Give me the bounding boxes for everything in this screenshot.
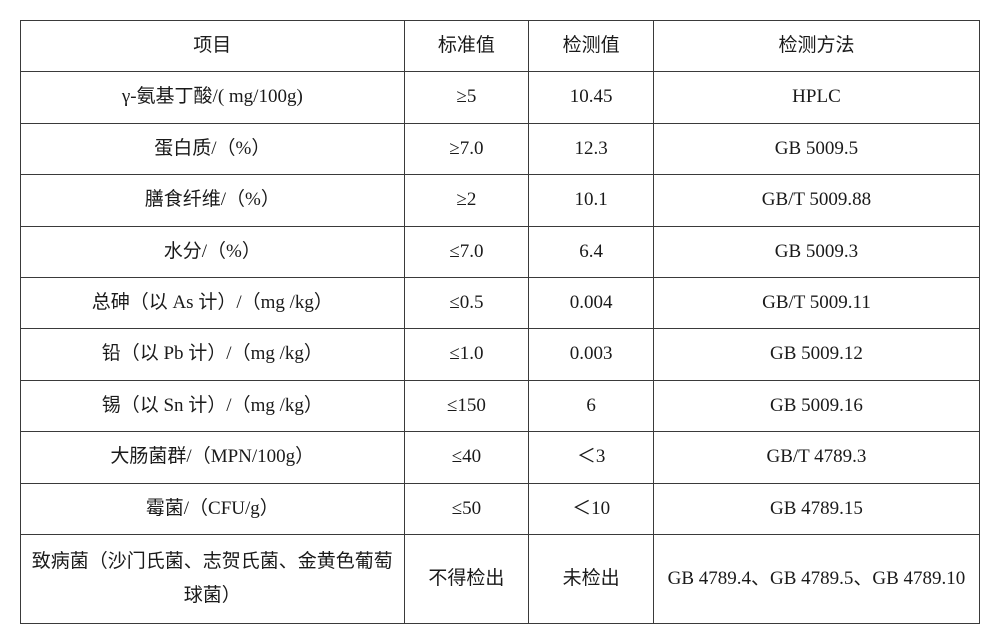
cell-method: GB 5009.12 <box>653 329 979 380</box>
cell-item: 锡（以 Sn 计）/（mg /kg） <box>21 380 405 431</box>
cell-std: ≤0.5 <box>404 277 529 328</box>
table-row: 蛋白质/（%） ≥7.0 12.3 GB 5009.5 <box>21 123 980 174</box>
header-standard: 标准值 <box>404 21 529 72</box>
test-results-table-container: 项目 标准值 检测值 检测方法 γ-氨基丁酸/( mg/100g) ≥5 10.… <box>20 20 980 624</box>
table-row: 膳食纤维/（%） ≥2 10.1 GB/T 5009.88 <box>21 175 980 226</box>
cell-method: GB/T 5009.88 <box>653 175 979 226</box>
cell-item: 水分/（%） <box>21 226 405 277</box>
cell-det: 10.1 <box>529 175 654 226</box>
cell-method: GB 5009.3 <box>653 226 979 277</box>
table-row: 水分/（%） ≤7.0 6.4 GB 5009.3 <box>21 226 980 277</box>
cell-det: 12.3 <box>529 123 654 174</box>
cell-std: ≤7.0 <box>404 226 529 277</box>
table-row: 锡（以 Sn 计）/（mg /kg） ≤150 6 GB 5009.16 <box>21 380 980 431</box>
cell-det: 6.4 <box>529 226 654 277</box>
header-detected: 检测值 <box>529 21 654 72</box>
cell-item: 总砷（以 As 计）/（mg /kg） <box>21 277 405 328</box>
table-row: 致病菌（沙门氏菌、志贺氏菌、金黄色葡萄球菌） 不得检出 未检出 GB 4789.… <box>21 534 980 623</box>
cell-std: ≤40 <box>404 432 529 483</box>
cell-std: ≥5 <box>404 72 529 123</box>
cell-item: 致病菌（沙门氏菌、志贺氏菌、金黄色葡萄球菌） <box>21 534 405 623</box>
table-row: 铅（以 Pb 计）/（mg /kg） ≤1.0 0.003 GB 5009.12 <box>21 329 980 380</box>
cell-det: 6 <box>529 380 654 431</box>
cell-method: GB/T 4789.3 <box>653 432 979 483</box>
cell-method: HPLC <box>653 72 979 123</box>
header-method: 检测方法 <box>653 21 979 72</box>
cell-item: 膳食纤维/（%） <box>21 175 405 226</box>
header-item: 项目 <box>21 21 405 72</box>
cell-method: GB 4789.4、GB 4789.5、GB 4789.10 <box>653 534 979 623</box>
cell-det: 0.003 <box>529 329 654 380</box>
cell-std: ≤50 <box>404 483 529 534</box>
table-row: 霉菌/（CFU/g） ≤50 ＜10 GB 4789.15 <box>21 483 980 534</box>
table-row: γ-氨基丁酸/( mg/100g) ≥5 10.45 HPLC <box>21 72 980 123</box>
table-row: 大肠菌群/（MPN/100g） ≤40 ＜3 GB/T 4789.3 <box>21 432 980 483</box>
cell-item: 霉菌/（CFU/g） <box>21 483 405 534</box>
cell-det: 10.45 <box>529 72 654 123</box>
cell-std: ≤1.0 <box>404 329 529 380</box>
cell-std: ≤150 <box>404 380 529 431</box>
cell-item: 铅（以 Pb 计）/（mg /kg） <box>21 329 405 380</box>
cell-item: 蛋白质/（%） <box>21 123 405 174</box>
cell-det: 0.004 <box>529 277 654 328</box>
cell-std: ≥2 <box>404 175 529 226</box>
cell-method: GB 4789.15 <box>653 483 979 534</box>
cell-method: GB/T 5009.11 <box>653 277 979 328</box>
cell-det: 未检出 <box>529 534 654 623</box>
table-header-row: 项目 标准值 检测值 检测方法 <box>21 21 980 72</box>
table-row: 总砷（以 As 计）/（mg /kg） ≤0.5 0.004 GB/T 5009… <box>21 277 980 328</box>
cell-item: γ-氨基丁酸/( mg/100g) <box>21 72 405 123</box>
cell-item: 大肠菌群/（MPN/100g） <box>21 432 405 483</box>
cell-method: GB 5009.5 <box>653 123 979 174</box>
test-results-table: 项目 标准值 检测值 检测方法 γ-氨基丁酸/( mg/100g) ≥5 10.… <box>20 20 980 624</box>
cell-det: ＜3 <box>529 432 654 483</box>
cell-std: 不得检出 <box>404 534 529 623</box>
cell-method: GB 5009.16 <box>653 380 979 431</box>
cell-det: ＜10 <box>529 483 654 534</box>
cell-std: ≥7.0 <box>404 123 529 174</box>
